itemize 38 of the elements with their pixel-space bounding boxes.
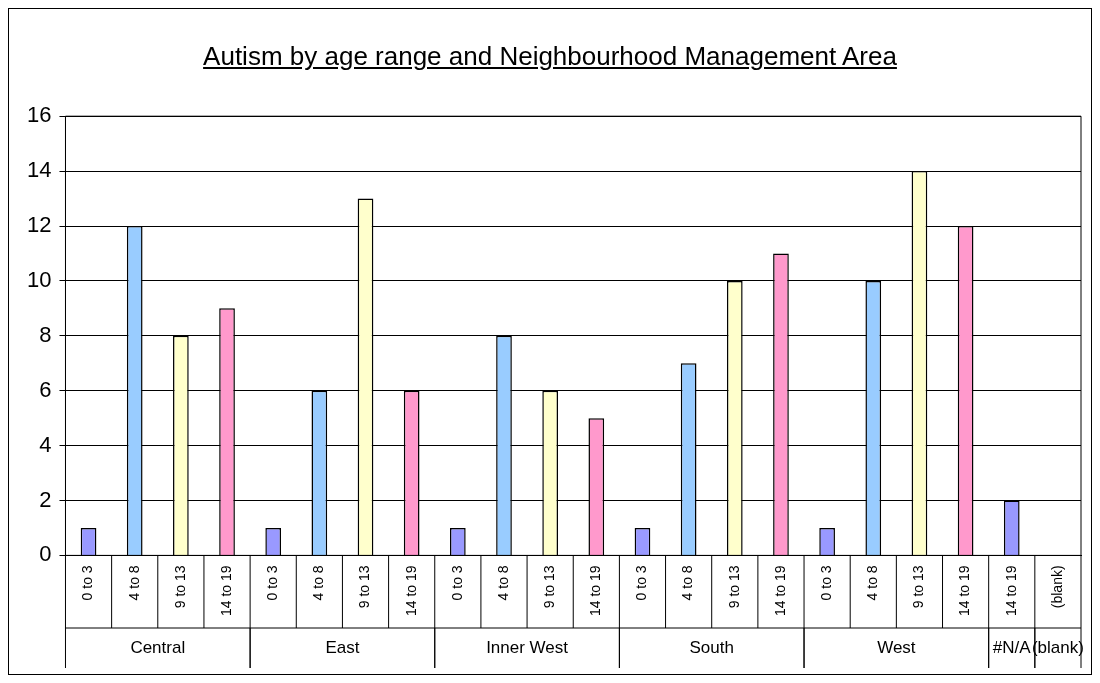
x-tick-label: 0 to 3 bbox=[264, 565, 281, 601]
y-tick-label: 12 bbox=[26, 212, 52, 238]
y-tick-label: 6 bbox=[39, 376, 52, 402]
y-tick-label: 16 bbox=[26, 102, 52, 128]
y-tick-label: 8 bbox=[39, 321, 52, 347]
y-tick-label: 10 bbox=[26, 266, 52, 292]
text: Inner West bbox=[486, 637, 569, 657]
text: East bbox=[325, 637, 360, 657]
x-tick-label: 4 to 8 bbox=[494, 565, 511, 601]
x-tick-label: 9 to 13 bbox=[171, 565, 188, 609]
x-tick-label: 4 to 8 bbox=[125, 565, 142, 601]
x-tick-label: 14 to 19 bbox=[217, 565, 234, 617]
x-tick-label: 9 to 13 bbox=[356, 565, 373, 609]
text: West bbox=[877, 637, 916, 657]
text: Central bbox=[130, 637, 186, 657]
x-tick-label: 0 to 3 bbox=[448, 565, 465, 601]
x-tick-label: 0 to 3 bbox=[633, 565, 650, 601]
x-tick-label: 4 to 8 bbox=[864, 565, 881, 601]
x-tick-label: 9 to 13 bbox=[725, 565, 742, 609]
y-tick-label: 0 bbox=[39, 541, 52, 567]
x-tick-label: 14 to 19 bbox=[587, 565, 604, 617]
y-tick-label: 14 bbox=[26, 157, 52, 183]
chart-title: Autism by age range and Neighbourhood Management Area bbox=[202, 40, 898, 73]
y-tick-label: 2 bbox=[39, 486, 52, 512]
text: #N/A bbox=[992, 637, 1032, 657]
x-tick-label: 0 to 3 bbox=[79, 565, 96, 601]
y-tick-label: 4 bbox=[39, 431, 52, 457]
x-tick-label: 9 to 13 bbox=[541, 565, 558, 609]
x-tick-label: (blank) bbox=[1048, 565, 1065, 609]
x-tick-label: 14 to 19 bbox=[402, 565, 419, 617]
x-tick-label: 14 to 19 bbox=[771, 565, 788, 617]
x-tick-label: 4 to 8 bbox=[310, 565, 327, 601]
x-tick-label: 4 to 8 bbox=[679, 565, 696, 601]
x-tick-label: 0 to 3 bbox=[817, 565, 834, 601]
text: South bbox=[689, 637, 734, 657]
x-tick-label: 14 to 19 bbox=[956, 565, 973, 617]
x-tick-label: 14 to 19 bbox=[1002, 565, 1019, 617]
x-tick-label: 9 to 13 bbox=[910, 565, 927, 609]
